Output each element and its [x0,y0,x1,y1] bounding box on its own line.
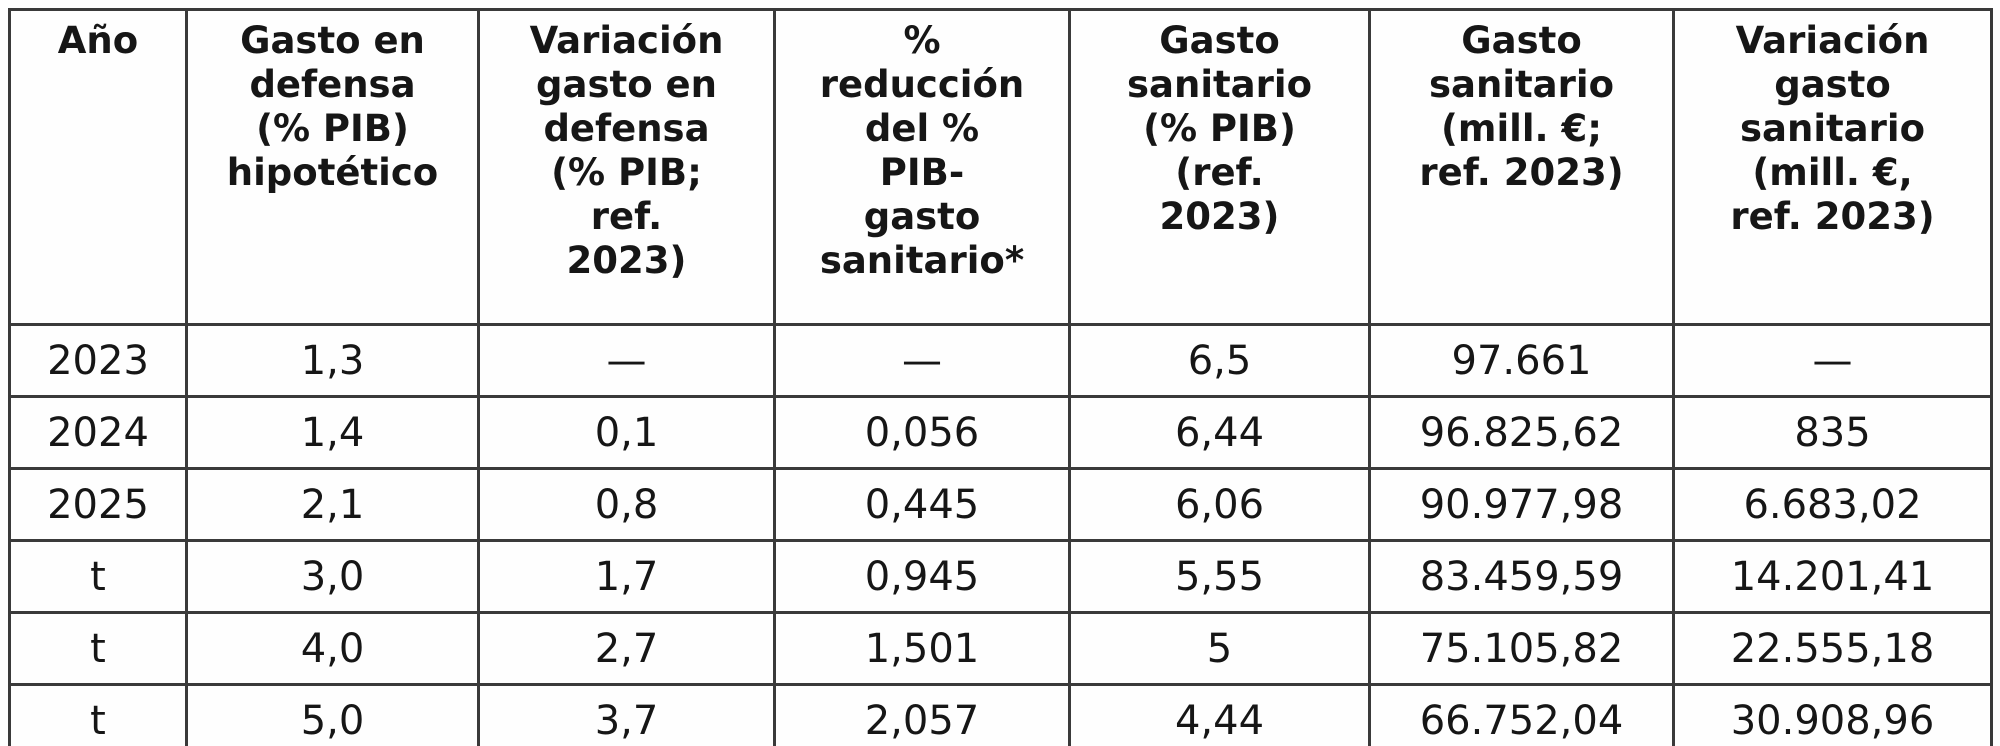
header-row: Año Gasto en defensa (% PIB) hipotético … [8,8,1993,326]
table-cell: 96.825,62 [1368,395,1675,470]
table-cell: t [8,611,188,686]
table-cell: 3,0 [185,539,480,614]
table-cell: 4,0 [185,611,480,686]
table-cell: — [477,323,776,398]
table-cell: 0,1 [477,395,776,470]
table-cell: 0,945 [773,539,1071,614]
table-row-2025: 2025 2,1 0,8 0,445 6,06 90.977,98 6.683,… [8,467,1993,542]
table-cell: 5 [1068,611,1371,686]
column-header-variacion-defensa: Variación gasto en defensa (% PIB; ref. … [477,8,776,326]
table-cell: 835 [1672,395,1993,470]
table-cell: 4,44 [1068,683,1371,746]
table-cell: 0,056 [773,395,1071,470]
table-cell: 2024 [8,395,188,470]
table-cell: 1,4 [185,395,480,470]
table-cell: 1,3 [185,323,480,398]
table-cell: t [8,539,188,614]
table-cell: 0,445 [773,467,1071,542]
table-cell: 2023 [8,323,188,398]
defense-health-spending-table: Año Gasto en defensa (% PIB) hipotético … [8,8,1993,746]
table-cell: — [1672,323,1993,398]
table-row-t1: t 3,0 1,7 0,945 5,55 83.459,59 14.201,41 [8,539,1993,614]
table-cell: 14.201,41 [1672,539,1993,614]
table-cell: 66.752,04 [1368,683,1675,746]
table-cell: — [773,323,1071,398]
table-cell: 1,501 [773,611,1071,686]
table-cell: 30.908,96 [1672,683,1993,746]
table-cell: t [8,683,188,746]
table-cell: 5,55 [1068,539,1371,614]
table-row-t3: t 5,0 3,7 2,057 4,44 66.752,04 30.908,96 [8,683,1993,746]
table-cell: 90.977,98 [1368,467,1675,542]
table-cell: 6.683,02 [1672,467,1993,542]
table-cell: 6,06 [1068,467,1371,542]
column-header-gasto-sanitario-mill: Gasto sanitario (mill. €; ref. 2023) [1368,8,1675,326]
table-cell: 5,0 [185,683,480,746]
table-cell: 83.459,59 [1368,539,1675,614]
column-header-variacion-sanitario: Variación gasto sanitario (mill. €, ref.… [1672,8,1993,326]
table-cell: 2,7 [477,611,776,686]
table-cell: 2,1 [185,467,480,542]
table-row-2023: 2023 1,3 — — 6,5 97.661 — [8,323,1993,398]
column-header-gasto-sanitario-pib: Gasto sanitario (% PIB) (ref. 2023) [1068,8,1371,326]
column-header-gasto-defensa: Gasto en defensa (% PIB) hipotético [185,8,480,326]
table-cell: 6,5 [1068,323,1371,398]
column-header-ano: Año [8,8,188,326]
table-row-t2: t 4,0 2,7 1,501 5 75.105,82 22.555,18 [8,611,1993,686]
table-cell: 22.555,18 [1672,611,1993,686]
table-cell: 2,057 [773,683,1071,746]
table-row-2024: 2024 1,4 0,1 0,056 6,44 96.825,62 835 [8,395,1993,470]
table-cell: 3,7 [477,683,776,746]
table-cell: 6,44 [1068,395,1371,470]
column-header-reduccion-pib: % reducción del % PIB- gasto sanitario* [773,8,1071,326]
table-cell: 2025 [8,467,188,542]
table-cell: 75.105,82 [1368,611,1675,686]
table-cell: 97.661 [1368,323,1675,398]
table-cell: 1,7 [477,539,776,614]
table-cell: 0,8 [477,467,776,542]
